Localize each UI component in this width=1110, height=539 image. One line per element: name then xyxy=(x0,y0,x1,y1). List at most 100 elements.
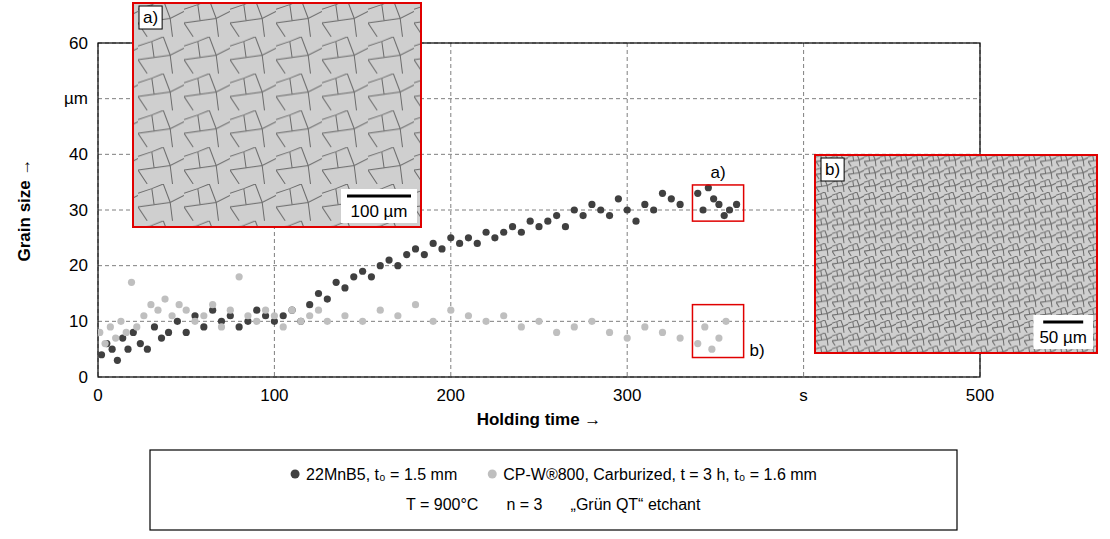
point xyxy=(280,323,287,330)
legend-marker xyxy=(488,470,497,479)
point xyxy=(280,312,287,319)
y-tick-label: 0 xyxy=(79,368,88,387)
y-tick-label: 60 xyxy=(69,34,88,53)
y-tick-label: µm xyxy=(64,89,88,108)
point xyxy=(641,323,648,330)
scale-bar-label: 100 µm xyxy=(350,202,407,221)
point xyxy=(580,212,587,219)
point xyxy=(315,290,322,297)
scale-bar-box xyxy=(1033,315,1093,349)
point xyxy=(109,346,116,353)
point xyxy=(262,307,269,314)
legend-note: T = 900°C xyxy=(406,496,478,513)
point xyxy=(708,346,715,353)
point xyxy=(715,334,722,341)
point xyxy=(544,218,551,225)
legend-row: 22MnB5, t₀ = 1.5 mm CP-W®800, Carburized,… xyxy=(291,466,817,483)
point xyxy=(368,273,375,280)
point xyxy=(218,323,225,330)
point xyxy=(324,318,331,325)
point xyxy=(465,234,472,241)
point xyxy=(124,346,131,353)
point xyxy=(253,307,260,314)
point xyxy=(632,218,639,225)
point xyxy=(128,279,135,286)
point xyxy=(324,295,331,302)
annotation-label: a) xyxy=(710,163,725,182)
point xyxy=(527,218,534,225)
point xyxy=(341,284,348,291)
point xyxy=(341,312,348,319)
scale-bar-label: 50 µm xyxy=(1039,328,1087,347)
point xyxy=(394,262,401,269)
scale-bar-box xyxy=(341,189,417,223)
legend-marker xyxy=(291,470,300,479)
point xyxy=(107,323,114,330)
point xyxy=(571,206,578,213)
point xyxy=(412,245,419,252)
point xyxy=(588,318,595,325)
point xyxy=(624,206,631,213)
y-tick-label: 10 xyxy=(69,312,88,331)
point xyxy=(385,257,392,264)
inset-label-box xyxy=(139,6,162,29)
inset-label: b) xyxy=(825,160,840,179)
point xyxy=(377,307,384,314)
point xyxy=(694,340,701,347)
point xyxy=(161,295,168,302)
x-tick-label: 500 xyxy=(966,386,994,405)
point xyxy=(117,318,124,325)
point xyxy=(721,212,728,219)
point xyxy=(430,240,437,247)
scale-bar xyxy=(1043,321,1083,324)
point xyxy=(288,307,295,314)
point xyxy=(726,206,733,213)
legend-entry: 22MnB5, t₀ = 1.5 mm xyxy=(306,466,457,483)
point xyxy=(553,329,560,336)
point xyxy=(447,234,454,241)
x-tick-label: 0 xyxy=(93,386,102,405)
point xyxy=(606,329,613,336)
point xyxy=(359,268,366,275)
legend-notes: T = 900°Cn = 3„Grün QT“ etchant xyxy=(406,496,701,513)
inset-label-box xyxy=(821,158,844,181)
point xyxy=(244,312,251,319)
point xyxy=(297,318,304,325)
point xyxy=(297,318,304,325)
point xyxy=(535,223,542,230)
point xyxy=(191,318,198,325)
point xyxy=(158,334,165,341)
background xyxy=(0,0,1110,539)
point xyxy=(500,229,507,236)
point xyxy=(553,212,560,219)
point xyxy=(101,340,108,347)
point xyxy=(659,190,666,197)
point xyxy=(465,312,472,319)
point xyxy=(271,312,278,319)
point xyxy=(650,206,657,213)
point xyxy=(140,312,147,319)
inset-label: a) xyxy=(143,8,158,27)
point xyxy=(98,351,105,358)
point xyxy=(183,307,190,314)
point xyxy=(430,318,437,325)
point xyxy=(114,357,121,364)
point xyxy=(518,229,525,236)
point xyxy=(209,301,216,308)
x-tick-label: 300 xyxy=(613,386,641,405)
point xyxy=(535,318,542,325)
point xyxy=(694,190,701,197)
point xyxy=(377,262,384,269)
point xyxy=(200,323,207,330)
point xyxy=(421,251,428,258)
y-tick-label: 30 xyxy=(69,201,88,220)
x-axis-title: Holding time → xyxy=(477,410,602,429)
point xyxy=(306,312,313,319)
y-tick-label: 40 xyxy=(69,145,88,164)
point xyxy=(624,334,631,341)
point xyxy=(412,301,419,308)
legend-entry: CP-W®800, Carburized, t = 3 h, t₀ = 1.6 … xyxy=(503,466,817,483)
scale-bar xyxy=(347,195,411,198)
point xyxy=(641,201,648,208)
x-tick-label: s xyxy=(799,386,808,405)
